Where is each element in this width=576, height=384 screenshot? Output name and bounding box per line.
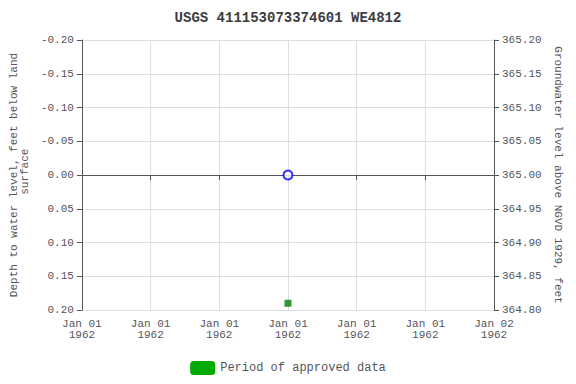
svg-text:364.90: 364.90 bbox=[502, 237, 542, 249]
svg-text:-0.20: -0.20 bbox=[41, 34, 74, 46]
svg-text:-0.15: -0.15 bbox=[41, 68, 74, 80]
svg-text:365.20: 365.20 bbox=[502, 34, 542, 46]
svg-text:USGS 411153073374601 WE4812: USGS 411153073374601 WE4812 bbox=[175, 10, 402, 26]
svg-text:0.20: 0.20 bbox=[47, 304, 73, 316]
svg-text:1962: 1962 bbox=[343, 329, 369, 341]
svg-text:364.95: 364.95 bbox=[502, 203, 542, 215]
svg-text:1962: 1962 bbox=[412, 329, 438, 341]
svg-text:365.05: 365.05 bbox=[502, 135, 542, 147]
svg-text:0.05: 0.05 bbox=[47, 203, 73, 215]
svg-text:364.85: 364.85 bbox=[502, 270, 542, 282]
svg-text:Jan 01: Jan 01 bbox=[268, 317, 308, 330]
svg-text:surface: surface bbox=[19, 149, 31, 202]
svg-text:365.15: 365.15 bbox=[502, 68, 542, 80]
svg-text:0.00: 0.00 bbox=[47, 169, 73, 181]
svg-text:-0.10: -0.10 bbox=[41, 102, 74, 114]
svg-text:-0.05: -0.05 bbox=[41, 135, 74, 147]
svg-text:Groundwater level above NGVD 1: Groundwater level above NGVD 1929, feet bbox=[552, 46, 564, 303]
svg-text:Jan 01: Jan 01 bbox=[405, 317, 446, 330]
svg-text:1962: 1962 bbox=[206, 329, 232, 341]
svg-text:1962: 1962 bbox=[137, 329, 163, 341]
svg-text:Jan 01: Jan 01 bbox=[62, 317, 102, 330]
svg-text:365.00: 365.00 bbox=[502, 169, 542, 181]
svg-text:Depth to water level, feet bel: Depth to water level, feet below land bbox=[7, 52, 20, 298]
svg-text:Jan 01: Jan 01 bbox=[199, 317, 240, 330]
svg-text:Jan 02: Jan 02 bbox=[474, 317, 514, 330]
svg-text:1962: 1962 bbox=[481, 329, 507, 341]
svg-text:1962: 1962 bbox=[69, 329, 95, 341]
svg-text:Jan 01: Jan 01 bbox=[336, 317, 377, 330]
svg-text:365.10: 365.10 bbox=[502, 102, 542, 114]
svg-text:0.10: 0.10 bbox=[47, 237, 73, 249]
svg-text:364.80: 364.80 bbox=[502, 304, 542, 316]
svg-text:1962: 1962 bbox=[275, 329, 301, 341]
svg-text:Jan 01: Jan 01 bbox=[130, 317, 171, 330]
svg-text:Period of approved data: Period of approved data bbox=[220, 361, 386, 375]
svg-text:0.15: 0.15 bbox=[47, 270, 73, 282]
